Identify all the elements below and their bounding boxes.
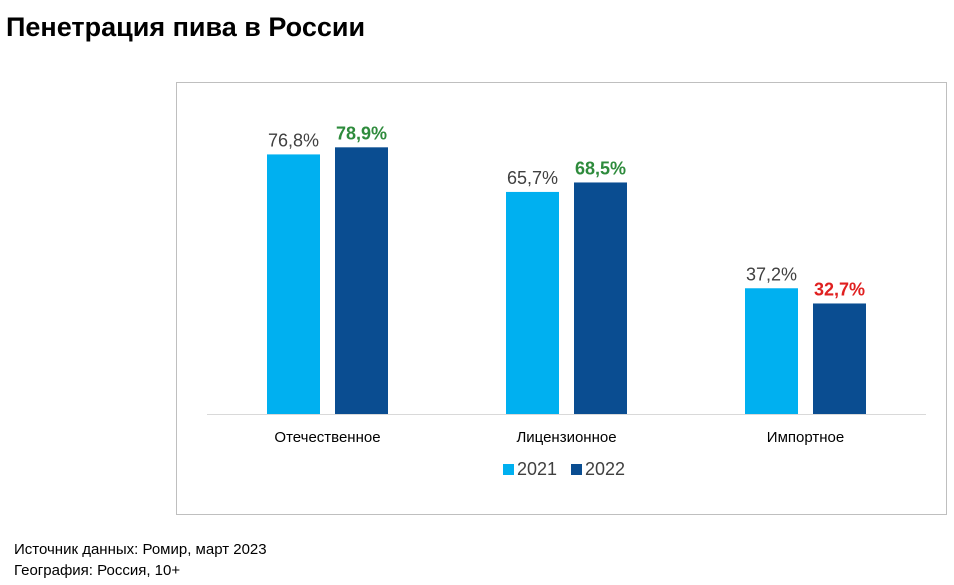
data-label-2021-0: 76,8% [268, 130, 319, 150]
category-label-1: Лицензионное [516, 429, 616, 446]
bar-2021-0 [267, 154, 320, 414]
bar-chart: 76,8% 78,9% Отечественное 65,7% 68,5% Лицензи… [207, 123, 926, 479]
data-label-2022-0: 78,9% [336, 123, 387, 143]
bar-2021-1 [506, 191, 559, 414]
category-label-0: Отечественное [274, 429, 380, 446]
legend-swatch-2022 [571, 464, 582, 475]
data-label-2021-2: 37,2% [746, 264, 797, 284]
data-label-2022-1: 68,5% [575, 158, 626, 178]
legend-label-2022: 2022 [585, 459, 625, 479]
source-note: Источник данных: Ромир, март 2023 [14, 541, 267, 558]
geography-note: География: Россия, 10+ [14, 562, 181, 579]
bar-2021-2 [745, 288, 798, 414]
data-label-2021-1: 65,7% [507, 168, 558, 188]
legend-swatch-2021 [503, 464, 514, 475]
bar-2022-0 [335, 147, 388, 414]
page-title: Пенетрация пива в России [6, 12, 366, 42]
chart-frame: 76,8% 78,9% Отечественное 65,7% 68,5% Лицензи… [176, 82, 947, 515]
category-label-2: Импортное [767, 429, 844, 446]
data-label-2022-2: 32,7% [814, 279, 865, 299]
bar-2022-2 [813, 303, 866, 414]
legend-label-2021: 2021 [517, 459, 557, 479]
bar-2022-1 [574, 182, 627, 414]
